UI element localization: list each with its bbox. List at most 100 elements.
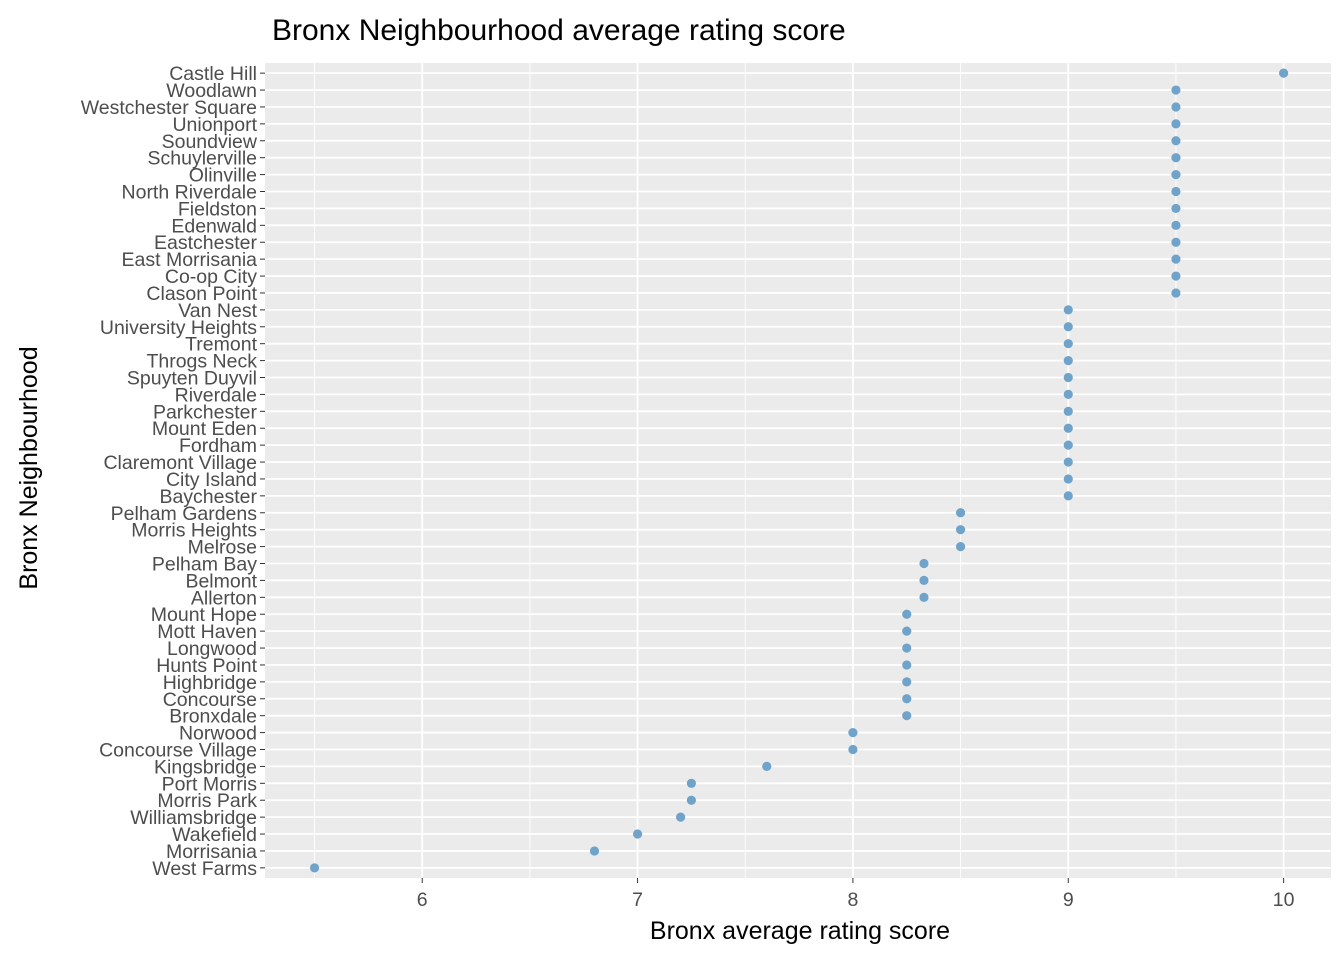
chart-title: Bronx Neighbourhood average rating score: [272, 14, 846, 47]
x-tick-label: 6: [417, 889, 428, 911]
y-axis-title: Bronx Neighbourhood: [15, 346, 43, 589]
x-axis-title: Bronx average rating score: [650, 917, 950, 945]
data-point: [1063, 491, 1073, 501]
y-tick-label: Fordham: [179, 435, 257, 457]
y-tick-label: Olinville: [189, 165, 257, 187]
y-tick-label: Highbridge: [163, 672, 257, 694]
y-tick-label: West Farms: [152, 858, 257, 880]
y-tick-label: Belmont: [185, 570, 257, 592]
data-point: [1063, 389, 1073, 400]
y-tick-label: Unionport: [172, 114, 257, 136]
y-tick-label: Tremont: [185, 334, 257, 356]
data-point: [1063, 457, 1073, 467]
data-point: [902, 711, 912, 721]
y-tick-label: Westchester Square: [81, 97, 257, 119]
data-point: [1063, 423, 1073, 433]
data-point: [309, 863, 320, 873]
y-tick-label: Riverdale: [175, 384, 257, 406]
data-point: [919, 575, 929, 586]
data-points: [309, 68, 1289, 873]
y-tick-label: Concourse Village: [99, 739, 257, 761]
data-point: [902, 660, 912, 670]
y-tick-label: Fieldston: [178, 198, 257, 220]
y-tick-label: East Morrisania: [122, 249, 258, 271]
data-point: [589, 846, 600, 856]
y-tick-label: Woodlawn: [166, 80, 257, 102]
y-tick-label: Throgs Neck: [146, 351, 257, 373]
y-tick-label: Morrisania: [166, 841, 257, 863]
data-point: [1171, 271, 1181, 281]
y-tick-label: Longwood: [167, 638, 257, 660]
data-point: [1171, 220, 1181, 230]
y-tick-label: Claremont Village: [103, 452, 257, 474]
y-tick-label: Mount Eden: [152, 418, 257, 440]
y-tick-label: Mott Haven: [157, 621, 257, 643]
data-point: [1171, 119, 1181, 129]
data-point: [1171, 203, 1181, 214]
data-point: [1063, 355, 1073, 366]
data-point: [955, 541, 966, 552]
y-tick-label: Melrose: [188, 537, 257, 559]
data-point: [686, 795, 697, 805]
data-point: [1171, 85, 1181, 95]
data-point: [1063, 322, 1073, 332]
y-tick-label: Hunts Point: [156, 655, 257, 677]
y-tick-label: Van Nest: [178, 300, 257, 322]
data-point: [1279, 68, 1289, 78]
data-point: [762, 761, 772, 772]
y-tick-label: Port Morris: [162, 773, 258, 795]
x-tick-label: 9: [1063, 889, 1074, 911]
y-tick-label: Concourse: [163, 689, 257, 711]
data-point: [1171, 169, 1181, 180]
x-tick-label: 10: [1273, 889, 1295, 911]
y-tick-label: Baychester: [159, 486, 257, 508]
x-axis: 6 7 8 9 10: [417, 878, 1295, 911]
y-tick-label: Kingsbridge: [154, 756, 257, 778]
y-tick-label: Castle Hill: [169, 63, 257, 85]
y-tick-label: Allerton: [191, 587, 257, 609]
y-tick-label: Bronxdale: [169, 706, 257, 728]
data-point: [902, 694, 912, 704]
y-tick-label: Schuylerville: [148, 148, 257, 170]
data-point: [1171, 186, 1181, 197]
data-point: [902, 626, 912, 636]
y-tick-label: Soundview: [162, 131, 258, 153]
data-point: [919, 558, 929, 569]
plot-panel: [265, 63, 1331, 878]
y-tick-label: Morris Heights: [131, 520, 257, 542]
y-tick-label: Clason Point: [146, 283, 257, 305]
x-tick-label: 8: [847, 889, 858, 911]
y-tick-label: Eastchester: [154, 232, 257, 254]
y-tick-label: Parkchester: [153, 401, 258, 423]
data-point: [848, 744, 858, 755]
y-tick-label: Mount Hope: [151, 604, 257, 626]
data-point: [676, 812, 686, 822]
data-point: [919, 592, 929, 602]
y-tick-label: Pelham Gardens: [111, 503, 258, 525]
data-point: [1063, 440, 1073, 450]
data-point: [1171, 254, 1181, 264]
data-point: [902, 677, 912, 687]
data-point: [1063, 372, 1073, 383]
data-point: [1171, 237, 1181, 247]
y-tick-label: Morris Park: [157, 790, 257, 812]
data-point: [1171, 153, 1181, 163]
data-point: [1171, 102, 1181, 112]
y-tick-label: Spuyten Duyvil: [127, 368, 257, 390]
data-point: [1063, 406, 1073, 416]
data-point: [1063, 305, 1073, 315]
y-tick-label: North Riverdale: [122, 182, 257, 204]
data-point: [632, 829, 643, 839]
data-point: [848, 727, 858, 738]
data-point: [1063, 474, 1073, 484]
data-point: [1171, 288, 1181, 298]
y-tick-label: Wakefield: [172, 824, 257, 846]
data-point: [686, 778, 697, 788]
y-tick-label: University Heights: [100, 317, 257, 339]
x-tick-label: 7: [632, 889, 643, 911]
y-tick-label: Pelham Bay: [152, 553, 257, 575]
y-tick-label: City Island: [166, 469, 257, 491]
data-point: [955, 508, 966, 518]
